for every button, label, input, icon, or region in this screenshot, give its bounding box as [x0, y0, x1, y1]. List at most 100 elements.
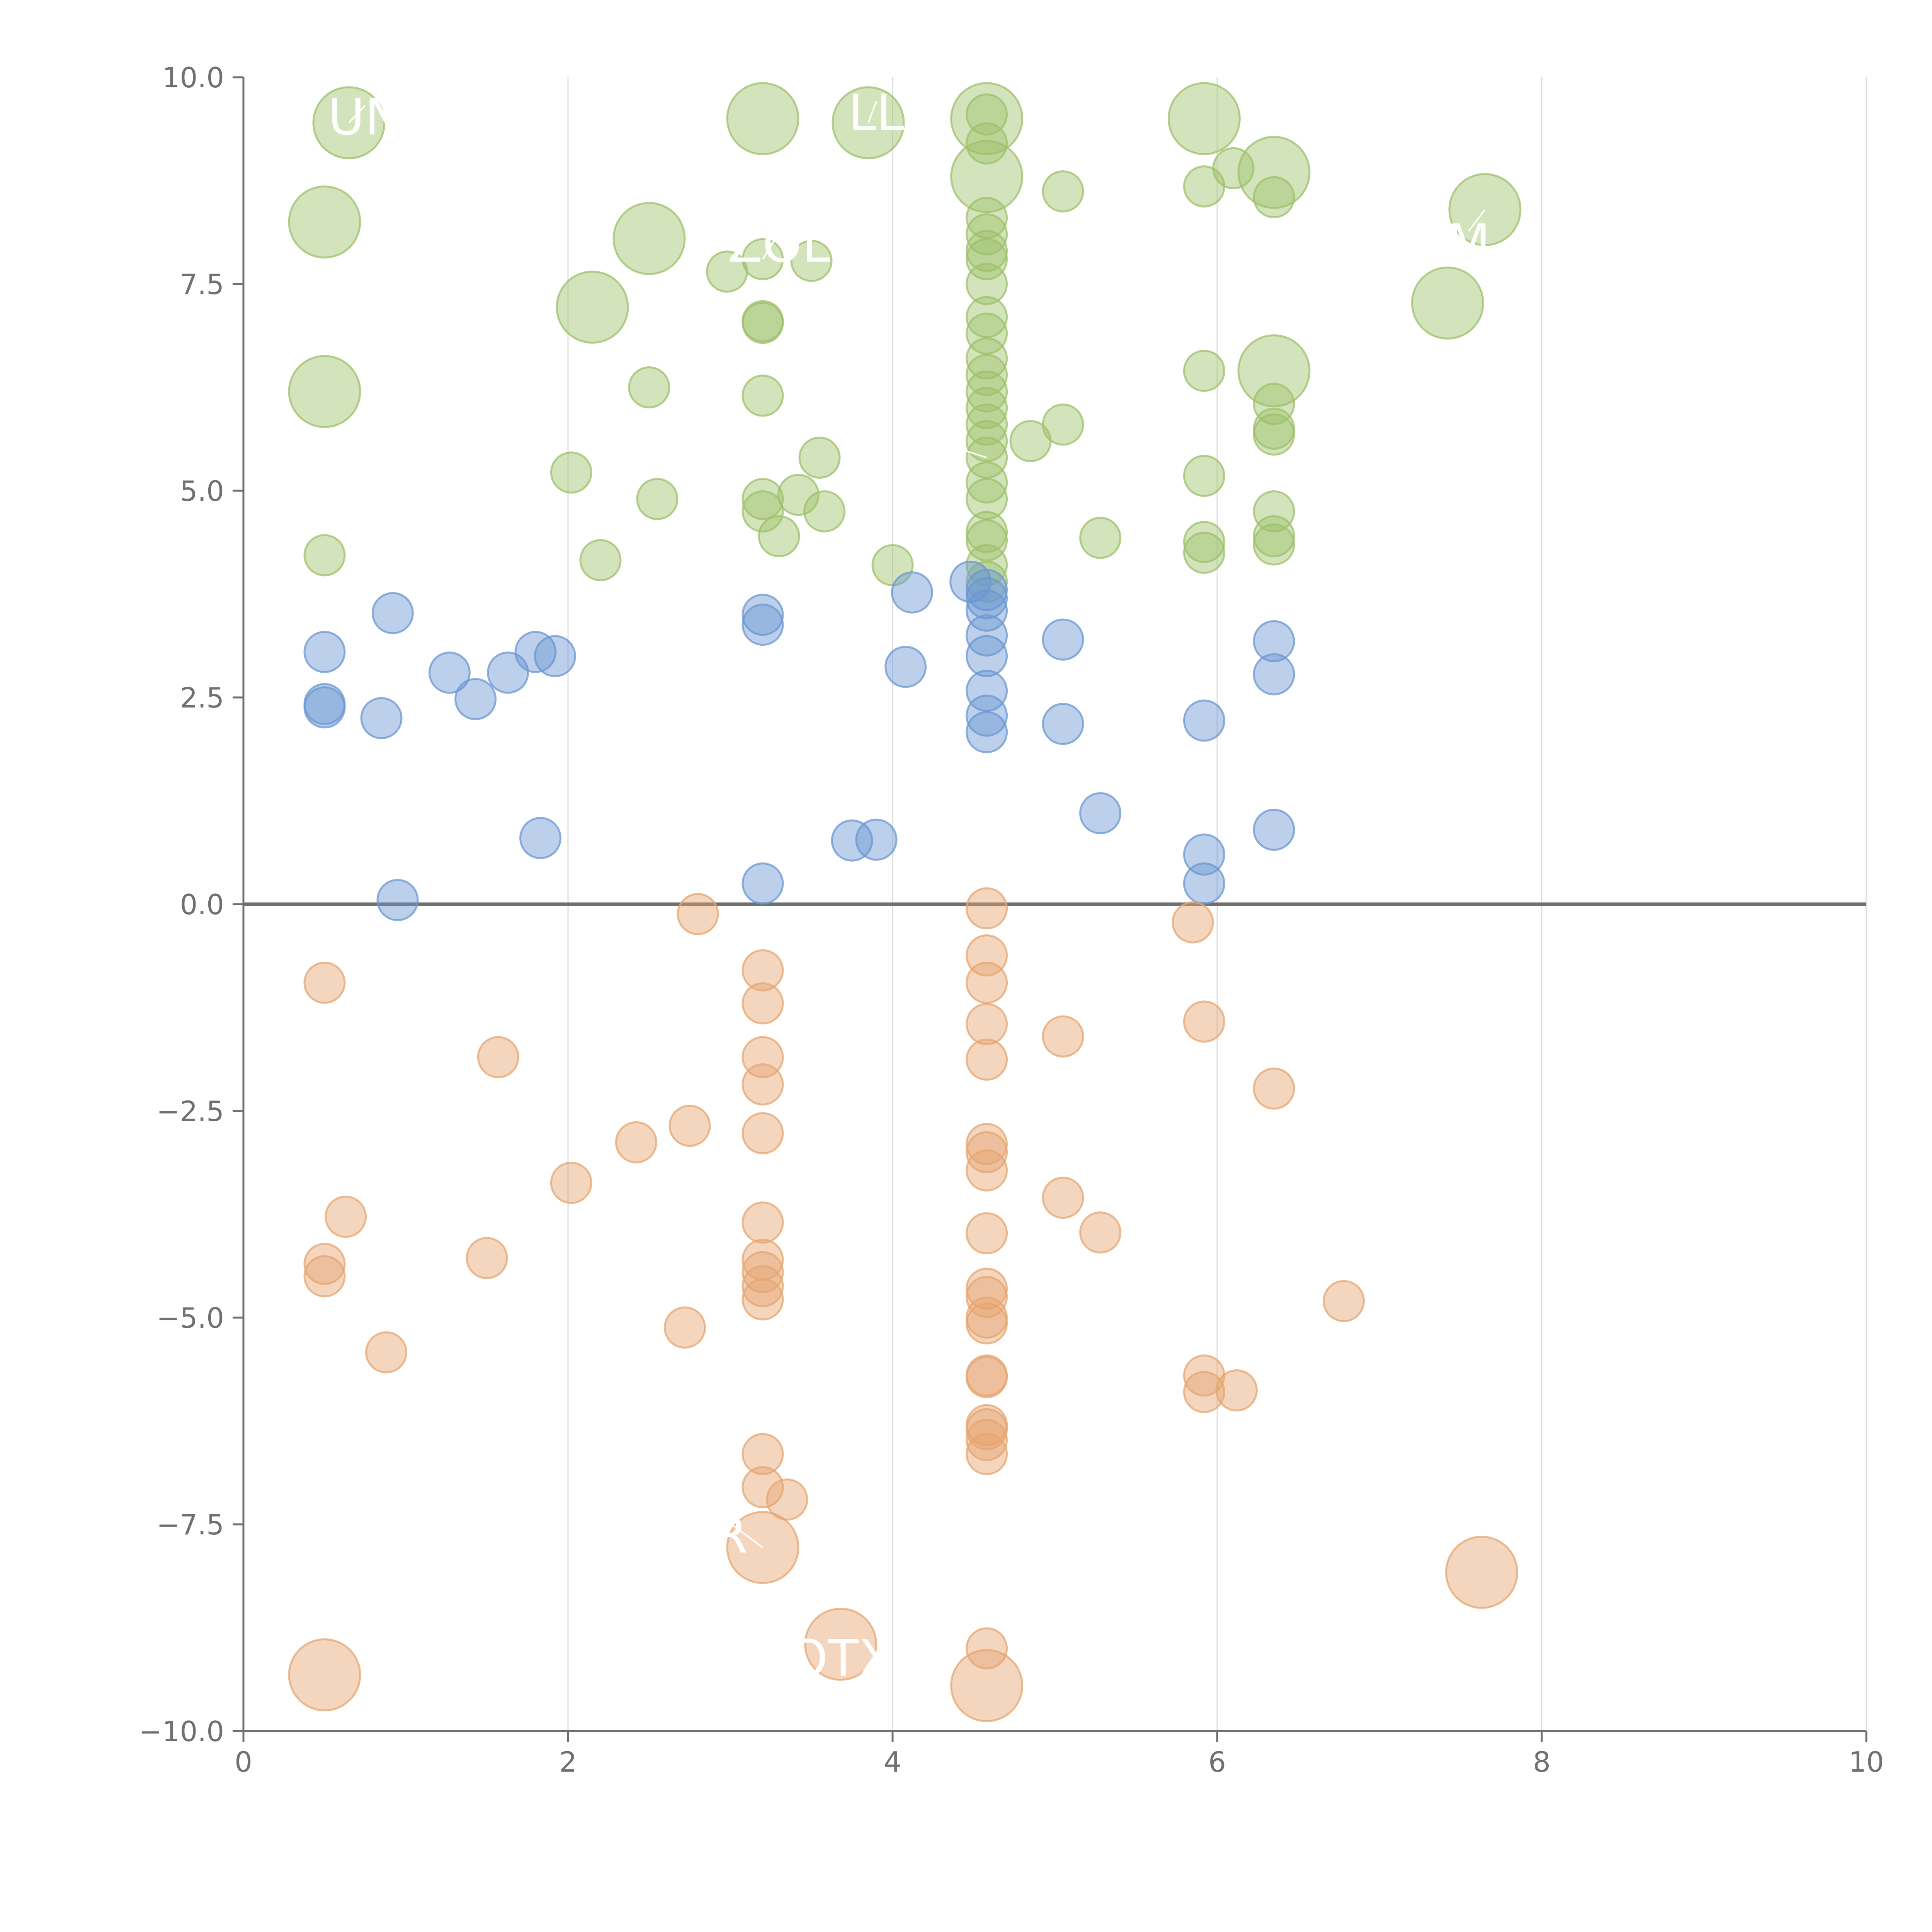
data-point — [1183, 699, 1225, 742]
label-leader-line — [762, 232, 780, 260]
data-point — [303, 534, 346, 577]
data-point — [966, 461, 1008, 504]
data-point — [742, 1063, 784, 1106]
data-point — [966, 403, 1008, 446]
data-point — [855, 818, 898, 861]
data-point — [803, 490, 846, 532]
data-point — [1079, 517, 1122, 559]
data-point — [376, 879, 419, 921]
data-point — [831, 819, 873, 862]
data-point — [1042, 170, 1084, 213]
data-point — [1253, 1067, 1295, 1110]
data-point — [1042, 403, 1084, 446]
data-point — [477, 1036, 519, 1078]
data-point — [966, 354, 1008, 396]
point-label: LL — [849, 83, 905, 142]
data-point — [1167, 82, 1241, 155]
data-point — [288, 355, 361, 428]
data-point — [1183, 521, 1225, 563]
data-point — [966, 238, 1008, 281]
data-point — [766, 1478, 808, 1521]
data-point — [742, 490, 784, 532]
data-point — [966, 263, 1008, 305]
label-leader-line — [348, 105, 366, 124]
data-point — [1253, 176, 1295, 218]
data-point — [966, 544, 1008, 587]
data-point — [742, 1433, 784, 1475]
data-point — [303, 1243, 346, 1285]
data-point — [1042, 702, 1084, 745]
data-point — [966, 93, 1008, 136]
data-point — [1172, 901, 1214, 944]
data-point — [884, 646, 927, 688]
data-point — [966, 296, 1008, 338]
data-point — [966, 711, 1008, 753]
data-point — [1253, 413, 1295, 456]
data-point — [579, 539, 622, 582]
data-point — [668, 1105, 711, 1147]
data-point — [966, 370, 1008, 413]
axes: 0 2 4 6 8 10 10.0 7.5 5.0 2.5 0.0 −2.5 −5.0 −7.5 −10.0 — [139, 61, 1884, 1778]
data-point — [966, 961, 1008, 1004]
y-tick-label: −2.5 — [156, 1095, 224, 1128]
data-point — [1253, 808, 1295, 851]
data-point — [1323, 1280, 1365, 1322]
data-point — [428, 651, 471, 694]
data-point — [303, 1255, 346, 1298]
y-tick-label: 5.0 — [180, 475, 224, 507]
data-point — [550, 1162, 592, 1204]
data-point — [966, 519, 1008, 561]
data-point — [966, 122, 1008, 165]
data-point — [519, 817, 562, 859]
data-point — [303, 686, 346, 729]
data-point — [966, 337, 1008, 380]
data-point — [556, 270, 629, 344]
data-point — [1183, 833, 1225, 876]
data-point — [1237, 334, 1311, 408]
data-point — [966, 387, 1008, 429]
data-point — [1042, 1015, 1084, 1058]
data-point — [636, 478, 679, 520]
data-point — [1183, 1000, 1225, 1043]
point-label: M — [1447, 213, 1490, 272]
point-label: UN — [328, 88, 402, 146]
data-point — [742, 302, 784, 344]
data-point — [1253, 490, 1295, 532]
data-point — [742, 594, 784, 636]
data-point — [966, 1419, 1008, 1461]
data-point — [950, 82, 1024, 155]
data-point — [966, 1408, 1008, 1451]
data-point — [325, 1196, 367, 1238]
data-point — [1183, 862, 1225, 905]
data-point — [966, 1003, 1008, 1045]
x-tick-label: 2 — [559, 1746, 577, 1778]
data-point — [303, 631, 346, 673]
data-point — [1042, 1177, 1084, 1219]
data-point — [1212, 147, 1255, 189]
data-point — [1253, 383, 1295, 425]
label-leader-line — [937, 441, 987, 459]
data-points — [288, 82, 1522, 1722]
data-point — [966, 312, 1008, 355]
data-point — [1215, 1369, 1258, 1412]
x-tick-label: 4 — [884, 1746, 901, 1778]
y-tick-label: 0.0 — [180, 888, 224, 921]
data-point — [966, 1131, 1008, 1173]
data-point — [1183, 532, 1225, 574]
data-point — [966, 1356, 1008, 1398]
data-point — [777, 474, 820, 516]
x-tick-label: 6 — [1208, 1746, 1226, 1778]
x-tick-label: 8 — [1533, 1746, 1551, 1778]
data-point — [615, 1121, 657, 1163]
data-point — [966, 694, 1008, 737]
point-label: ZOL — [728, 215, 830, 274]
data-point — [1183, 1371, 1225, 1413]
label-leader-line — [730, 1523, 764, 1548]
data-point — [966, 213, 1008, 256]
data-point — [950, 140, 1024, 213]
data-point — [1183, 350, 1225, 392]
data-point — [790, 240, 833, 282]
data-point — [371, 592, 414, 634]
data-point — [742, 982, 784, 1025]
